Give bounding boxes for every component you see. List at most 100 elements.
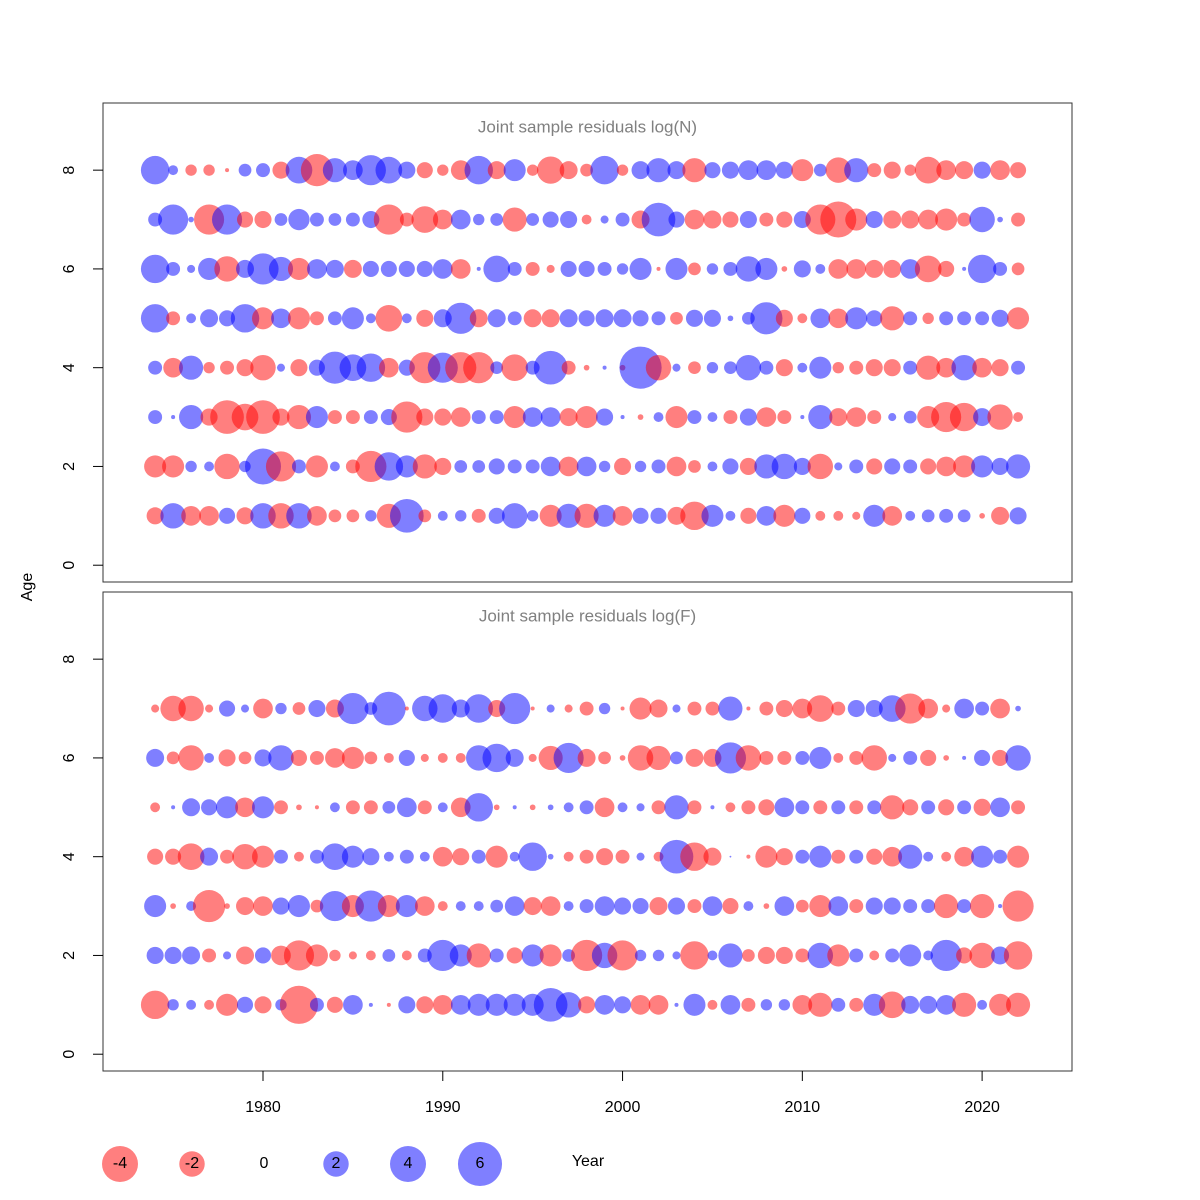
residual-bubble bbox=[503, 406, 526, 429]
residual-bubble bbox=[758, 799, 775, 816]
y-tick-label: 2 bbox=[61, 462, 78, 471]
residual-bubble bbox=[382, 800, 396, 814]
residual-bubble bbox=[721, 161, 739, 179]
residual-bubble bbox=[619, 755, 626, 761]
residual-bubble bbox=[464, 694, 493, 723]
residual-bubble bbox=[776, 211, 793, 228]
residual-bubble bbox=[507, 261, 522, 276]
residual-bubble bbox=[268, 256, 294, 281]
residual-bubble bbox=[680, 842, 709, 871]
residual-bubble bbox=[471, 410, 486, 425]
residual-bubble bbox=[144, 455, 167, 478]
residual-bubble bbox=[398, 996, 416, 1014]
residual-bubble bbox=[617, 802, 628, 813]
residual-bubble bbox=[150, 802, 161, 813]
residual-bubble bbox=[1005, 745, 1031, 771]
residual-bubble bbox=[739, 211, 757, 229]
residual-bubble bbox=[177, 843, 205, 871]
residual-bubble bbox=[667, 897, 686, 915]
residual-bubble bbox=[178, 695, 204, 722]
y-tick-label: 4 bbox=[61, 363, 78, 372]
residual-bubble bbox=[990, 797, 1010, 818]
residual-bubble bbox=[975, 701, 990, 716]
residual-bubble bbox=[888, 753, 897, 762]
y-tick-label: 8 bbox=[61, 655, 78, 664]
residual-bubble bbox=[808, 992, 833, 1017]
residual-bubble bbox=[144, 895, 167, 918]
residual-bubble bbox=[450, 209, 471, 230]
residual-bubble bbox=[236, 996, 254, 1013]
y-tick-label: 2 bbox=[61, 951, 78, 960]
residual-bubble bbox=[630, 994, 651, 1015]
residual-bubble bbox=[171, 805, 176, 810]
residual-bubble bbox=[774, 896, 795, 916]
residual-bubble bbox=[327, 410, 342, 425]
residual-bubble bbox=[714, 742, 747, 774]
residual-bubble bbox=[204, 461, 214, 472]
residual-bubble bbox=[377, 895, 400, 918]
residual-bubble bbox=[450, 994, 471, 1015]
residual-bubble bbox=[1011, 360, 1026, 375]
residual-bubble bbox=[416, 408, 434, 426]
residual-bubble bbox=[485, 993, 508, 1016]
residual-bubble bbox=[773, 504, 796, 527]
residual-bubble bbox=[187, 264, 196, 273]
residual-bubble bbox=[665, 406, 688, 429]
residual-bubble bbox=[526, 213, 540, 226]
residual-bubble bbox=[322, 158, 347, 183]
y-tick-label: 8 bbox=[61, 166, 78, 175]
residual-bubble bbox=[616, 164, 629, 176]
residual-bubble bbox=[1005, 992, 1031, 1017]
residual-bubble bbox=[151, 704, 160, 713]
residual-bubble bbox=[704, 162, 721, 179]
residual-bubble bbox=[454, 460, 468, 473]
residual-bubble bbox=[904, 164, 916, 176]
residual-bubble bbox=[990, 698, 1010, 719]
residual-bubble bbox=[418, 509, 432, 523]
residual-bubble bbox=[463, 352, 495, 384]
residual-bubble bbox=[437, 510, 448, 521]
residual-bubble bbox=[778, 999, 791, 1011]
residual-bubble bbox=[437, 901, 448, 911]
x-tick-label: 1980 bbox=[245, 1099, 281, 1116]
residual-bubble bbox=[455, 901, 466, 911]
residual-bubble bbox=[718, 943, 743, 968]
residual-bubble bbox=[754, 454, 779, 479]
residual-bubble bbox=[918, 698, 939, 719]
residual-bubble bbox=[329, 949, 341, 962]
residual-bubble bbox=[883, 210, 902, 229]
residual-bubble bbox=[593, 504, 616, 527]
residual-bubble bbox=[211, 204, 243, 235]
residual-bubble bbox=[291, 459, 306, 474]
residual-bubble bbox=[308, 700, 326, 718]
residual-bubble bbox=[420, 753, 429, 762]
residual-bubble bbox=[597, 261, 612, 276]
residual-bubble bbox=[687, 899, 702, 914]
residual-bubble bbox=[755, 257, 778, 280]
residual-bubble bbox=[235, 797, 255, 818]
residual-bubble bbox=[268, 745, 294, 771]
residual-bubble bbox=[921, 800, 936, 815]
residual-bubble bbox=[883, 897, 901, 915]
residual-bubble bbox=[833, 510, 844, 521]
residual-bubble bbox=[253, 896, 273, 916]
residual-bubble bbox=[265, 451, 297, 482]
residual-bubble bbox=[521, 944, 544, 967]
residual-bubble bbox=[471, 849, 486, 864]
residual-bubble bbox=[449, 944, 472, 967]
residual-bubble bbox=[919, 995, 938, 1014]
residual-bubble bbox=[668, 211, 685, 228]
residual-bubble bbox=[341, 307, 364, 330]
residual-bubble bbox=[140, 254, 170, 284]
residual-bubble bbox=[345, 410, 360, 425]
residual-bubble bbox=[612, 505, 633, 526]
residual-bubble bbox=[528, 753, 537, 762]
residual-bubble bbox=[201, 799, 218, 816]
y-tick-label: 6 bbox=[61, 753, 78, 762]
y-axis-label: Age bbox=[19, 573, 36, 602]
residual-bubble bbox=[723, 261, 738, 276]
residual-bubble bbox=[178, 745, 204, 771]
residual-bubble bbox=[563, 851, 574, 862]
residual-bubble bbox=[427, 939, 459, 972]
residual-bubble bbox=[598, 460, 611, 473]
